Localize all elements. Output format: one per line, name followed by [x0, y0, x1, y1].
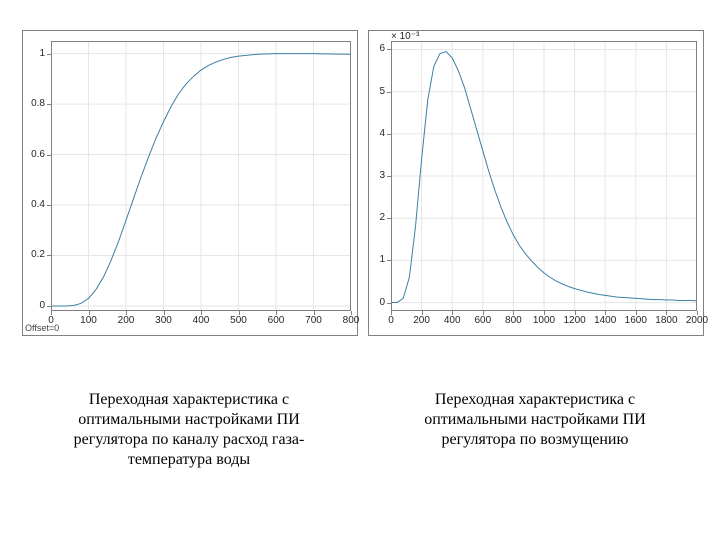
- x-tick-label: 200: [114, 316, 138, 326]
- x-tick-label: 800: [339, 316, 363, 326]
- x-tick-label: 600: [471, 316, 495, 326]
- right-chart-plot: [391, 41, 697, 311]
- x-tick-label: 400: [189, 316, 213, 326]
- y-tick-label: 0: [39, 301, 45, 311]
- right-chart-panel: × 10⁻³ 0 200 400 600 800 1000 1200 1400 1600 1800…: [368, 30, 704, 336]
- y-tick-label: 1: [39, 49, 45, 59]
- y-tick-label: 0.6: [31, 150, 45, 160]
- x-tick-label: 300: [152, 316, 176, 326]
- x-tick-label: 0: [39, 316, 63, 326]
- left-chart-panel: Offset=0 010020030040050060070080000.20.…: [22, 30, 358, 336]
- x-tick-label: 1200: [563, 316, 587, 326]
- y-tick-label: 0.2: [31, 250, 45, 260]
- x-tick-label: 100: [77, 316, 101, 326]
- right-chart-caption: Переходная характеристика соптимальными …: [385, 390, 685, 450]
- y-tick-label: 4: [379, 129, 385, 139]
- left-chart-caption: Переходная характеристика соптимальными …: [39, 390, 339, 470]
- x-tick-label: 600: [264, 316, 288, 326]
- x-tick-label: 2000: [685, 316, 709, 326]
- y-tick-label: 1: [379, 255, 385, 265]
- y-tick-label: 5: [379, 87, 385, 97]
- x-tick-label: 800: [501, 316, 525, 326]
- y-tick-label: 0.8: [31, 99, 45, 109]
- y-tick-label: 2: [379, 213, 385, 223]
- right-chart-exponent-label: × 10⁻³: [391, 31, 419, 42]
- left-chart-svg: [51, 41, 351, 311]
- x-tick-label: 400: [440, 316, 464, 326]
- y-tick-label: 0.4: [31, 200, 45, 210]
- x-tick-label: 700: [302, 316, 326, 326]
- y-tick-label: 6: [379, 44, 385, 54]
- y-tick-label: 3: [379, 171, 385, 181]
- x-tick-label: 1000: [532, 316, 556, 326]
- right-chart-svg: [391, 41, 697, 311]
- x-tick-label: 0: [379, 316, 403, 326]
- x-tick-label: 1600: [624, 316, 648, 326]
- x-tick-label: 1400: [593, 316, 617, 326]
- x-tick-label: 500: [227, 316, 251, 326]
- x-tick-label: 1800: [654, 316, 678, 326]
- x-tick-label: 200: [410, 316, 434, 326]
- left-chart-plot: [51, 41, 351, 311]
- y-tick-label: 0: [379, 298, 385, 308]
